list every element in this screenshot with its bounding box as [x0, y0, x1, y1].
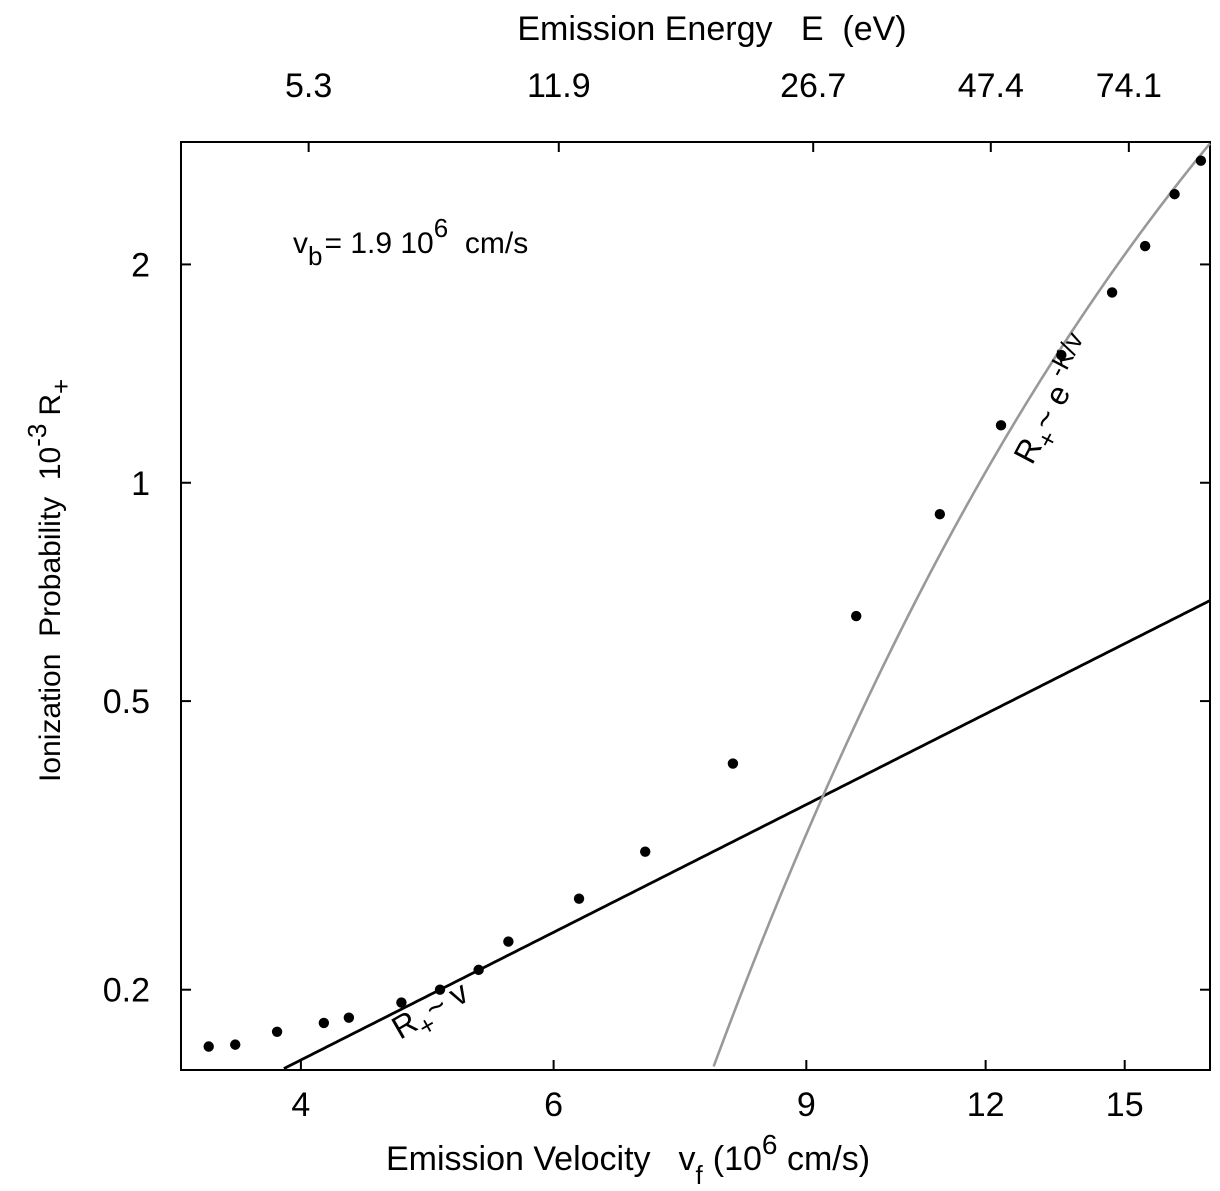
data-point [640, 846, 651, 857]
data-point [1195, 155, 1207, 166]
x-tick-label: 12 [967, 1086, 1005, 1124]
y-axis-title-exp: -3 [22, 424, 52, 447]
exp-label-rel: ~ e [1024, 379, 1077, 436]
x-axis-title-unit-post: cm/s) [778, 1140, 871, 1178]
data-points [203, 155, 1207, 1052]
y-axis-title-main: Ionization Probability 10 [34, 447, 67, 782]
data-point [573, 893, 585, 904]
x-axis-title-sub: f [696, 1160, 704, 1190]
y-axis-title-sub: + [46, 379, 76, 394]
data-point [343, 1012, 355, 1023]
x-axis-title: Emission Velocity vf (106 cm/s) [386, 1129, 870, 1190]
top-tick-label: 74.1 [1096, 67, 1162, 105]
y-tick-label: 1 [131, 465, 150, 503]
y-tick-label: 0.5 [103, 683, 150, 721]
top-axis-title: Emission Energy E (eV) [517, 10, 906, 48]
exponential-model-curve [712, 142, 1212, 1067]
data-point [727, 758, 739, 769]
y-axis-title-var: R [34, 394, 67, 416]
data-point [503, 936, 514, 947]
axis-ticks: 4 6 9 12 155.3 11.9 26.7 47.4 74.10.20.512 [103, 67, 1210, 1124]
annotation-text: = 1.9 10 [324, 227, 433, 260]
data-point [396, 997, 407, 1008]
data-point [473, 964, 484, 976]
data-point [1056, 349, 1067, 361]
data-point [1169, 188, 1180, 200]
linear-curve-label: R+~ v [386, 974, 479, 1054]
plot-frame [180, 141, 1211, 1071]
data-point [934, 508, 946, 520]
x-tick-label: 15 [1106, 1086, 1144, 1124]
annotation-sub: b [308, 241, 322, 271]
top-tick-label: 26.7 [780, 67, 846, 105]
y-tick-label: 2 [131, 246, 150, 284]
top-tick-label: 5.3 [285, 67, 332, 105]
data-point [995, 420, 1007, 431]
model-curves [283, 142, 1212, 1070]
exp-label-exp: -K/v [1038, 327, 1090, 388]
x-axis-title-var: v [679, 1140, 696, 1178]
beam-velocity-annotation: vb= 1.9 106 cm/s [293, 213, 528, 271]
data-point [851, 610, 862, 622]
data-point [434, 984, 446, 995]
data-point [203, 1041, 214, 1052]
exponential-curve-label: R+~ e -K/v [998, 327, 1110, 473]
top-tick-label: 11.9 [527, 67, 591, 105]
annotation-unit: cm/s [448, 227, 528, 260]
x-tick-label: 6 [544, 1086, 563, 1124]
x-axis-title-unit-pre: (10 [713, 1140, 762, 1178]
top-tick-label: 47.4 [958, 67, 1024, 105]
data-point [271, 1026, 283, 1037]
annotation-var: v [293, 227, 308, 260]
data-point [230, 1039, 241, 1050]
annotation-exp: 6 [434, 213, 448, 243]
data-point [318, 1017, 330, 1029]
x-tick-label: 4 [291, 1086, 310, 1124]
x-axis-title-unit-exp: 6 [762, 1129, 778, 1160]
y-axis-title: Ionization Probability 10-3 R+ [22, 379, 76, 782]
y-tick-label: 0.2 [103, 972, 150, 1010]
data-point [1106, 287, 1118, 298]
data-point [1139, 240, 1151, 252]
x-tick-label: 9 [797, 1086, 816, 1124]
x-axis-title-main: Emission Velocity [386, 1140, 651, 1178]
